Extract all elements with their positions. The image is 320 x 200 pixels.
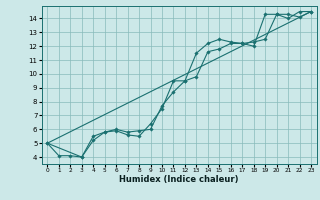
X-axis label: Humidex (Indice chaleur): Humidex (Indice chaleur) bbox=[119, 175, 239, 184]
